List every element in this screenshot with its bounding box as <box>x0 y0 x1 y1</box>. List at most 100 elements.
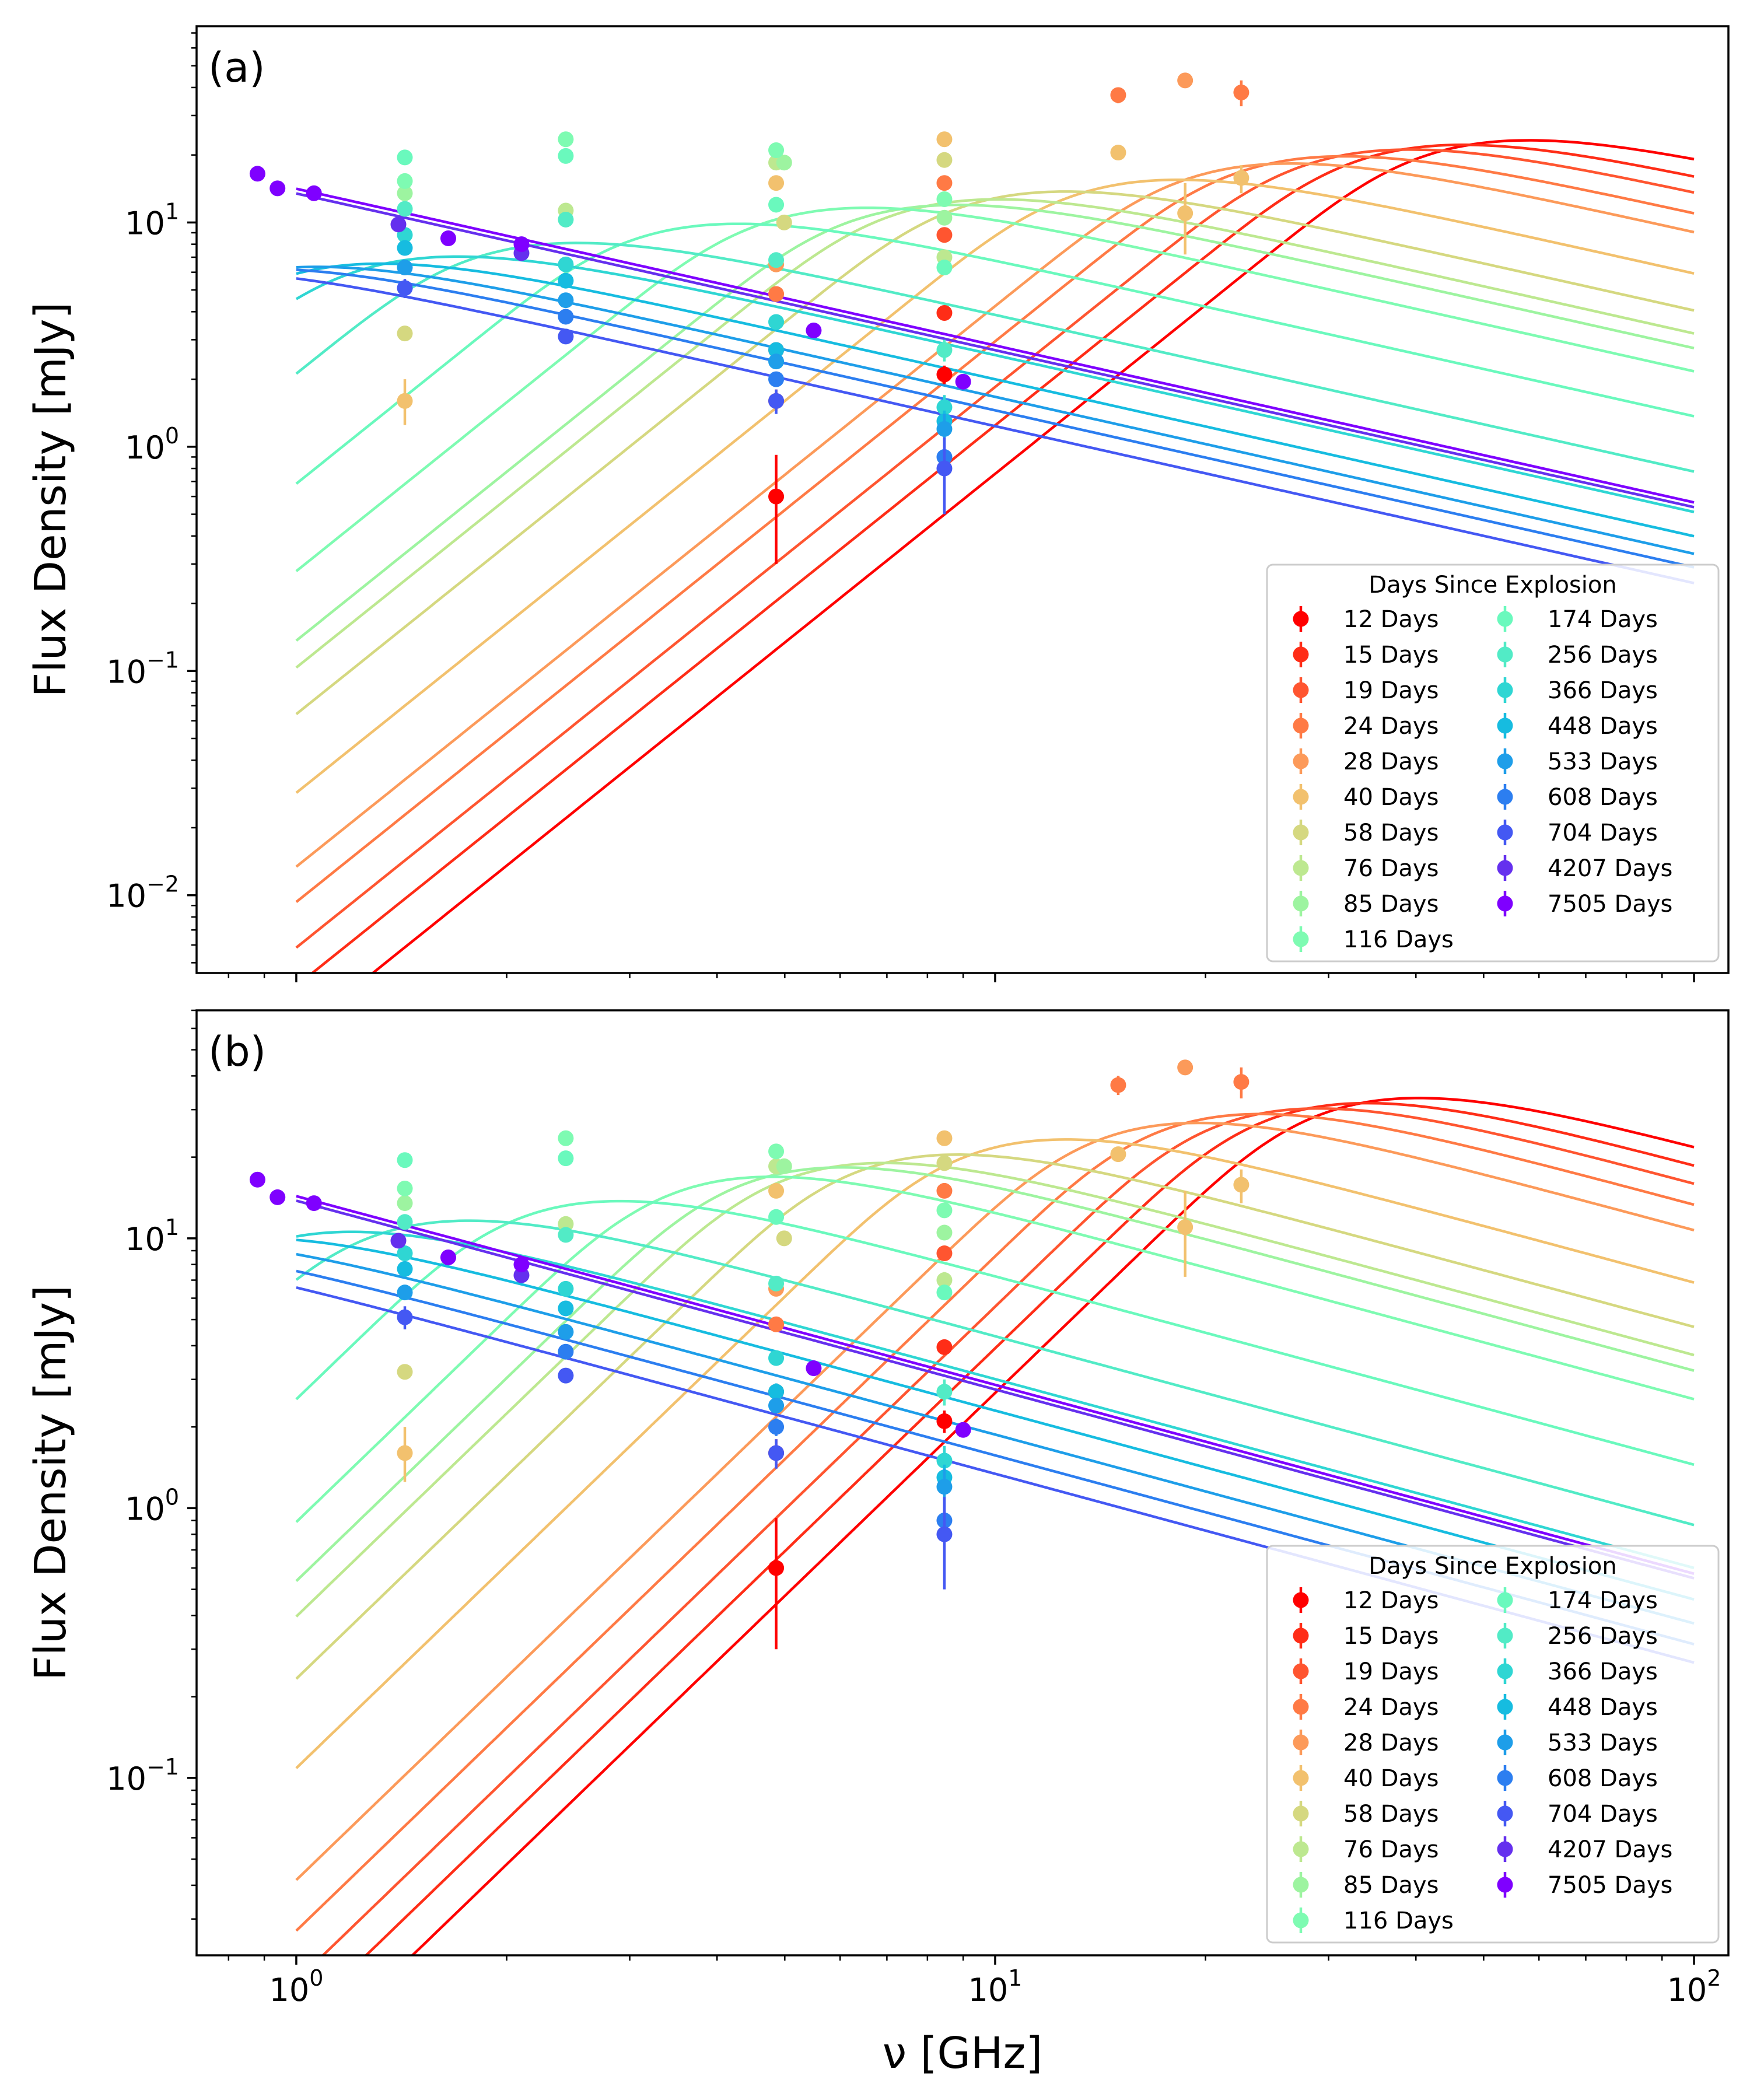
legend-item: 174 Days <box>1497 606 1658 633</box>
x-tick-label: 100 <box>269 1965 323 2008</box>
model-curve-366-days <box>296 1230 1695 1570</box>
legend-item: 116 Days <box>1293 1908 1454 1934</box>
legend-marker <box>1293 895 1309 912</box>
legend-marker <box>1293 824 1309 841</box>
legend-item: 7505 Days <box>1497 1872 1672 1899</box>
model-curve-448-days <box>296 262 1695 538</box>
legend-marker <box>1293 646 1309 663</box>
legend-item: 19 Days <box>1293 677 1438 704</box>
model-curve-24-days <box>295 155 1695 903</box>
data-point <box>1233 170 1250 186</box>
data-point <box>768 1143 785 1160</box>
data-point <box>397 280 413 296</box>
model-curve-28-days <box>295 1121 1695 1881</box>
data-point <box>936 399 953 415</box>
x-tick-label: 102 <box>1667 1965 1721 2008</box>
data-point <box>440 230 456 247</box>
legend-marker <box>1497 1805 1513 1822</box>
data-point <box>558 1227 574 1243</box>
data-point <box>768 488 785 505</box>
panel-label: (b) <box>208 1028 266 1076</box>
x-axis: 100 101 102 <box>228 1955 1721 2008</box>
legend-item: 7505 Days <box>1497 891 1672 918</box>
data-point <box>936 1155 953 1171</box>
y-axis-label: Flux Density [mJy] <box>26 1285 76 1681</box>
data-point <box>955 1422 971 1438</box>
data-point <box>936 1384 953 1400</box>
legend-label: 58 Days <box>1343 820 1438 846</box>
legend-marker <box>1497 1877 1513 1893</box>
legend-label: 76 Days <box>1343 855 1438 882</box>
model-curve-174-days <box>295 1199 1695 1466</box>
legend-marker <box>1293 682 1309 698</box>
data-point <box>936 152 953 168</box>
legend-item: 28 Days <box>1293 748 1438 775</box>
data-point <box>936 366 953 383</box>
data-point <box>936 1130 953 1146</box>
panel-label: (a) <box>208 44 265 92</box>
legend-label: 15 Days <box>1343 1623 1438 1650</box>
legend-marker <box>1497 611 1513 627</box>
data-point <box>936 1245 953 1262</box>
legend-label: 174 Days <box>1548 606 1658 633</box>
data-point <box>1177 72 1194 89</box>
data-point <box>513 236 530 253</box>
data-point <box>1110 87 1126 103</box>
data-point <box>558 1343 574 1360</box>
legend-label: 256 Days <box>1548 1623 1658 1650</box>
data-point <box>768 354 785 370</box>
data-point <box>768 1560 785 1576</box>
data-point <box>249 1171 265 1188</box>
data-point <box>1177 1219 1194 1236</box>
legend-item: 533 Days <box>1497 1730 1658 1756</box>
data-point <box>397 173 413 189</box>
model-curve-7505-days <box>296 1195 1695 1575</box>
legend-label: 4207 Days <box>1548 855 1672 882</box>
data-point <box>936 460 953 477</box>
data-point <box>936 1272 953 1289</box>
data-point <box>397 1309 413 1325</box>
y-tick-label: 100 <box>125 1484 179 1527</box>
legend-label: 28 Days <box>1343 748 1438 775</box>
legend-marker <box>1293 1628 1309 1644</box>
data-point <box>776 1158 792 1174</box>
legend-marker <box>1497 860 1513 876</box>
legend-label: 608 Days <box>1548 784 1658 811</box>
legend-marker <box>1497 682 1513 698</box>
legend-label: 533 Days <box>1548 1730 1658 1756</box>
legend-label: 174 Days <box>1548 1587 1658 1614</box>
data-point <box>558 131 574 148</box>
model-curve-608-days <box>296 268 1695 569</box>
legend-item: 704 Days <box>1497 1801 1658 1828</box>
data-point <box>1177 1059 1194 1076</box>
legend-item: 76 Days <box>1293 855 1438 882</box>
data-point <box>397 185 413 201</box>
data-point <box>397 1214 413 1230</box>
legend-item: 15 Days <box>1293 642 1438 668</box>
legend-label: 448 Days <box>1548 1694 1658 1721</box>
data-point <box>936 1182 953 1199</box>
model-curve-12-days <box>370 139 1695 973</box>
model-curve-533-days <box>296 265 1695 555</box>
data-points <box>249 1059 1250 1650</box>
x-axis-label: ν [GHz] <box>883 2028 1042 2078</box>
data-point <box>558 1367 574 1384</box>
legend-label: 533 Days <box>1548 748 1658 775</box>
legend-item: 85 Days <box>1293 891 1438 918</box>
y-tick-label: 10−2 <box>106 872 179 915</box>
legend-label: 256 Days <box>1548 642 1658 668</box>
legend-marker <box>1497 1770 1513 1786</box>
data-point <box>936 421 953 437</box>
model-curve-58-days <box>295 1153 1695 1680</box>
data-point <box>936 1224 953 1241</box>
data-point <box>776 1230 792 1247</box>
model-curve-448-days <box>296 1238 1695 1601</box>
data-point <box>558 256 574 272</box>
legend-item: 58 Days <box>1293 820 1438 846</box>
model-curve-12-days <box>410 1097 1695 1955</box>
x-axis <box>228 973 1695 982</box>
legend-item: 608 Days <box>1497 784 1658 811</box>
data-point <box>390 216 407 233</box>
data-point <box>306 1195 322 1212</box>
data-point <box>397 240 413 256</box>
